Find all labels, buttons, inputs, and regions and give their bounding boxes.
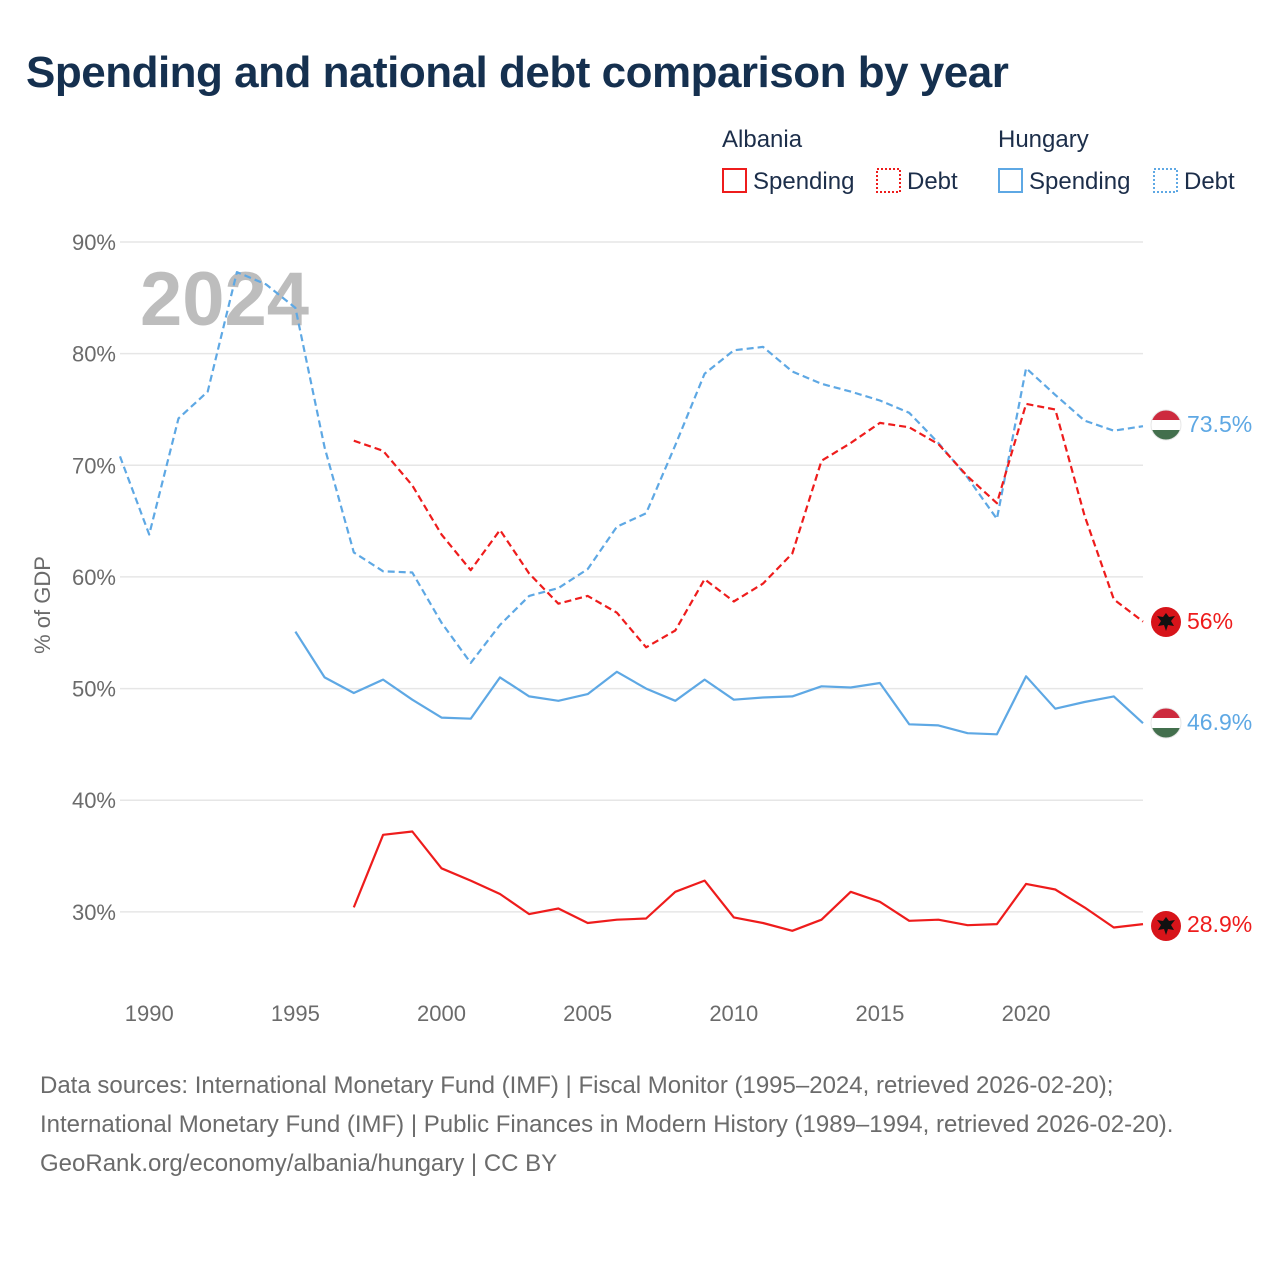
- series-line-hungary-debt: [118, 271, 1144, 665]
- legend-label-hungary-debt: Debt: [1184, 168, 1235, 195]
- end-label-hungary-debt: 73.5%: [1187, 411, 1252, 437]
- y-tick-label: 80%: [72, 342, 116, 367]
- chart-svg: Albania Spending Debt Hungary Spending D…: [30, 126, 1252, 1026]
- y-tick-label: 30%: [72, 900, 116, 925]
- albania-flag-icon: [1151, 607, 1181, 637]
- series-lines: [118, 271, 1144, 932]
- legend-label-albania-spending: Spending: [753, 168, 854, 195]
- end-label-hungary-spending: 46.9%: [1187, 709, 1252, 735]
- x-tick-label: 2020: [1002, 1001, 1051, 1026]
- series-line-albania-debt: [353, 402, 1144, 649]
- y-tick-label: 70%: [72, 453, 116, 478]
- x-tick-label: 2000: [417, 1001, 466, 1026]
- hungary-flag-icon: [1150, 707, 1182, 739]
- x-tick-labels: 1990 1995 2000 2005 2010 2015 2020: [125, 1001, 1051, 1026]
- hungary-flag-icon: [1150, 409, 1182, 441]
- y-tick-labels: 30% 40% 50% 60% 70% 80% 90%: [72, 230, 116, 925]
- data-sources: Data sources: International Monetary Fun…: [40, 1072, 1174, 1138]
- legend: Albania Spending Debt Hungary Spending D…: [722, 126, 1235, 195]
- chart-title: Spending and national debt comparison by…: [26, 48, 1009, 97]
- series-line-hungary-spending: [294, 631, 1144, 736]
- x-tick-label: 2005: [563, 1001, 612, 1026]
- x-tick-label: 1990: [125, 1001, 174, 1026]
- legend-swatch-albania-debt: [876, 168, 901, 193]
- credit-link[interactable]: GeoRank.org/economy/albania/hungary | CC…: [40, 1150, 558, 1177]
- albania-flag-icon: [1151, 911, 1181, 941]
- y-tick-label: 60%: [72, 565, 116, 590]
- gridlines: [120, 241, 1143, 913]
- legend-swatch-hungary-debt: [1153, 168, 1178, 193]
- end-label-albania-debt: 56%: [1187, 608, 1233, 634]
- x-tick-label: 2015: [855, 1001, 904, 1026]
- legend-swatch-albania-spending: [722, 168, 747, 193]
- y-tick-label: 90%: [72, 230, 116, 255]
- series-line-albania-spending: [352, 830, 1144, 932]
- x-tick-label: 1995: [271, 1001, 320, 1026]
- legend-label-albania-debt: Debt: [907, 168, 958, 195]
- x-tick-label: 2010: [709, 1001, 758, 1026]
- legend-swatch-hungary-spending: [998, 168, 1023, 193]
- y-axis-title: % of GDP: [30, 556, 55, 654]
- y-tick-label: 40%: [72, 788, 116, 813]
- year-watermark: 2024: [140, 257, 309, 342]
- end-label-albania-spending: 28.9%: [1187, 911, 1252, 937]
- legend-label-hungary-spending: Spending: [1029, 168, 1130, 195]
- legend-group-hungary: Hungary: [998, 126, 1089, 153]
- legend-group-albania: Albania: [722, 126, 803, 153]
- footer: Data sources: International Monetary Fun…: [40, 1066, 1240, 1183]
- y-tick-label: 50%: [72, 677, 116, 702]
